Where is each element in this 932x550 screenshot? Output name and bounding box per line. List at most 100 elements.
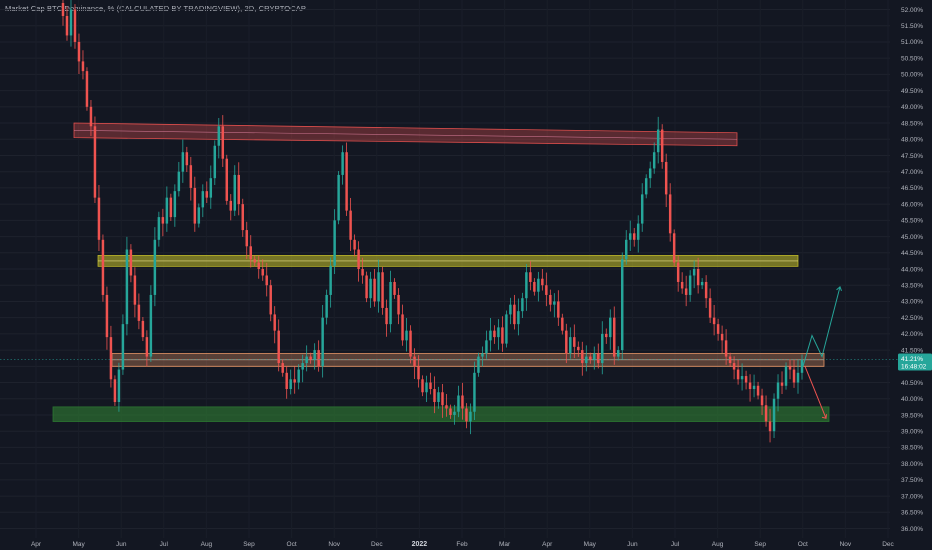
candle — [377, 272, 380, 302]
y-tick-label: 49.50% — [901, 88, 923, 95]
candle — [624, 239, 628, 260]
candle — [549, 294, 552, 305]
candle — [668, 194, 672, 234]
candle — [89, 106, 93, 127]
candle — [724, 340, 728, 357]
y-axis[interactable]: 52.00% 51.50% 51.00% 50.50% 50.00% 49.50% 49.0… — [901, 7, 923, 533]
candle — [269, 285, 272, 315]
candle — [305, 356, 308, 364]
candle — [752, 385, 756, 390]
candle — [621, 259, 624, 351]
candle — [497, 327, 500, 338]
candle — [617, 350, 620, 357]
candle — [417, 366, 420, 380]
candle — [784, 366, 788, 386]
candle — [345, 152, 348, 211]
candle — [181, 152, 185, 172]
candle — [369, 278, 372, 299]
candle — [501, 327, 504, 344]
y-tick-label: 36.00% — [901, 526, 923, 533]
x-tick-label: Oct — [287, 541, 297, 548]
y-tick-label: 48.50% — [901, 120, 923, 127]
candle — [589, 356, 592, 360]
candle — [137, 304, 141, 321]
candle — [716, 324, 720, 334]
x-axis[interactable]: Apr May Jun Jul Aug Sep Oct Nov Dec 2022 Feb Mar Apr… — [31, 541, 895, 548]
candle — [241, 204, 244, 231]
zone-resistance[interactable] — [73, 122, 738, 147]
x-tick-label: Jul — [671, 541, 680, 548]
y-tick-label: 42.50% — [901, 315, 923, 322]
candle — [605, 333, 608, 338]
candle — [117, 369, 121, 402]
candle — [69, 9, 73, 36]
candle — [688, 275, 692, 295]
x-tick-label: Sep — [754, 541, 766, 548]
projection-down[interactable] — [804, 366, 827, 419]
y-tick-label: 37.50% — [901, 477, 923, 484]
candle — [341, 152, 344, 175]
candle — [177, 171, 181, 192]
candle — [788, 366, 792, 370]
candle — [309, 356, 312, 360]
candle — [648, 168, 652, 179]
y-tick-label: 45.50% — [901, 218, 923, 225]
candle — [265, 275, 268, 286]
candle — [393, 281, 396, 295]
candle — [189, 165, 193, 188]
candle — [772, 398, 776, 432]
y-tick-label: 49.00% — [901, 104, 923, 111]
y-tick-label: 45.00% — [901, 234, 923, 241]
candle — [257, 262, 260, 269]
candle — [293, 379, 296, 383]
projection-up[interactable] — [802, 286, 841, 367]
y-tick-label: 47.50% — [901, 153, 923, 160]
candle — [193, 187, 197, 224]
candle — [565, 330, 568, 354]
candle — [557, 301, 560, 318]
candle — [684, 288, 688, 295]
y-tick-label: 44.00% — [901, 266, 923, 273]
x-tick-label: 2022 — [412, 541, 428, 548]
candle — [469, 411, 472, 422]
y-tick-label: 46.00% — [901, 201, 923, 208]
zone-support[interactable] — [52, 406, 830, 422]
price-badge-bg — [898, 353, 932, 371]
candle — [349, 210, 352, 240]
candle — [185, 152, 189, 166]
candle — [720, 333, 724, 341]
candle — [373, 278, 376, 302]
candle — [245, 230, 248, 247]
y-tick-label: 48.00% — [901, 137, 923, 144]
x-tick-label: Mar — [499, 541, 511, 548]
arrowhead-down — [821, 414, 827, 419]
candle — [457, 395, 460, 412]
candle — [740, 376, 744, 380]
x-tick-label: Apr — [31, 541, 42, 548]
candle — [593, 353, 596, 360]
candle — [664, 161, 668, 195]
candle — [273, 314, 276, 331]
candle — [768, 421, 772, 432]
x-tick-label: Aug — [201, 541, 213, 548]
candle — [285, 372, 288, 390]
candle — [628, 233, 632, 240]
candle — [441, 392, 444, 406]
candle — [381, 272, 384, 308]
candle — [597, 353, 600, 364]
candle — [632, 233, 636, 240]
candle — [105, 294, 109, 338]
candle — [221, 126, 225, 159]
candle — [225, 158, 229, 201]
candle — [325, 294, 328, 318]
candle — [429, 382, 432, 390]
candle — [165, 197, 169, 224]
x-tick-label: Jul — [160, 541, 169, 548]
candle — [640, 194, 644, 224]
candle — [692, 269, 696, 276]
x-tick-label: Dec — [882, 541, 894, 548]
x-tick-label: Feb — [456, 541, 468, 548]
zones-layer — [52, 122, 830, 422]
candle — [365, 275, 368, 299]
